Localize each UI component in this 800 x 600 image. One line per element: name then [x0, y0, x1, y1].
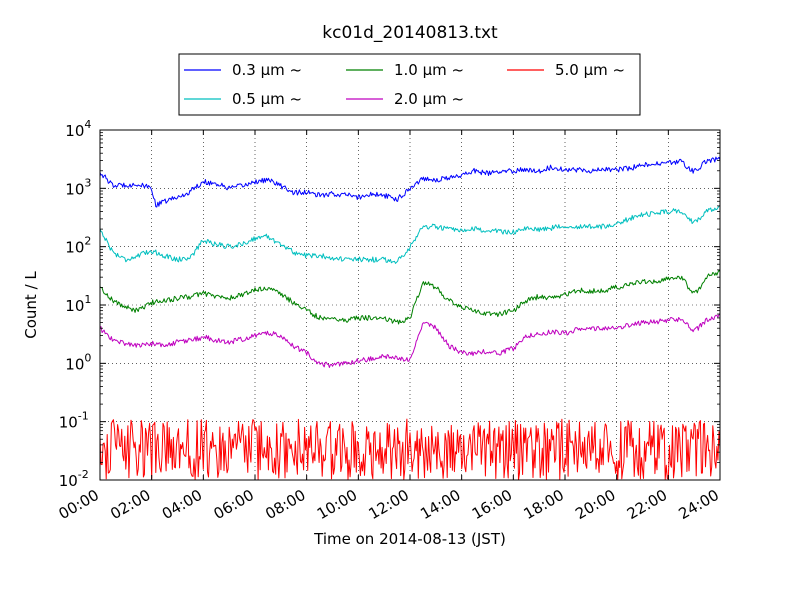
legend-label: 2.0 μm ~	[394, 90, 464, 108]
y-tick-label-exponent: 1	[84, 293, 91, 306]
y-tick-label-exponent: 3	[84, 176, 91, 189]
x-axis-label: Time on 2014-08-13 (JST)	[313, 530, 506, 548]
series-line	[99, 418, 721, 481]
legend-label: 1.0 μm ~	[394, 61, 464, 79]
grid	[100, 130, 720, 480]
legend-label: 5.0 μm ~	[555, 61, 625, 79]
y-tick-label-base: 10	[59, 414, 78, 432]
y-tick-label-exponent: 2	[84, 235, 91, 248]
y-tick-label-base: 10	[65, 239, 84, 257]
legend-entries: 0.3 μm ~ 0.5 μm ~ 1.0 μm ~ 2.0 μm ~ 5.0 μm ~	[184, 61, 625, 108]
y-tick-label-exponent: 0	[84, 351, 91, 364]
y-tick-label: 10 1	[65, 293, 91, 315]
legend-box	[178, 53, 641, 116]
y-tick-label: 10 -1	[59, 410, 89, 432]
series-line	[99, 205, 721, 264]
y-tick-label: 10 4	[65, 118, 91, 140]
y-tick-label-base: 10	[65, 180, 84, 198]
y-tick-label-base: 10	[65, 297, 84, 315]
chart-title: kc01d_20140813.txt	[322, 23, 498, 43]
y-tick-label: 10 3	[65, 176, 91, 198]
series-line	[99, 313, 721, 368]
y-tick-label: 10 0	[65, 351, 91, 373]
y-tick-label-base: 10	[59, 472, 78, 490]
legend-label: 0.5 μm ~	[232, 90, 302, 108]
legend: 0.3 μm ~ 0.5 μm ~ 1.0 μm ~ 2.0 μm ~ 5.0 μm ~	[178, 53, 641, 116]
y-tick-label-base: 10	[65, 122, 84, 140]
series-line	[99, 269, 721, 325]
y-tick-label-exponent: -1	[78, 410, 89, 423]
series-line	[99, 156, 721, 208]
y-tick-label: 10 -2	[59, 468, 89, 490]
legend-label: 0.3 μm ~	[232, 61, 302, 79]
y-tick-label-exponent: -2	[78, 468, 89, 481]
y-tick-label-exponent: 4	[84, 118, 91, 131]
y-axis-label: Count / L	[22, 271, 40, 339]
axis-ticks: 00:00 02:00 04:00 06:00 08:00 10:00 12:00 14:00…	[56, 118, 722, 523]
y-tick-label: 10 2	[65, 235, 91, 257]
series-layer	[99, 156, 721, 481]
y-tick-label-base: 10	[65, 355, 84, 373]
